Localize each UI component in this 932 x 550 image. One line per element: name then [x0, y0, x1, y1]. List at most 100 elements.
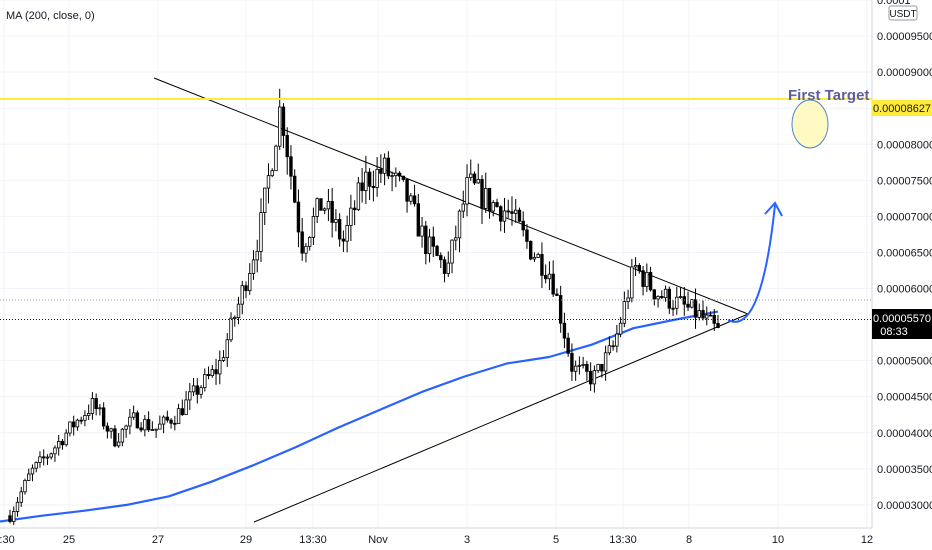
price-scale[interactable] — [872, 0, 932, 528]
candle-body — [528, 240, 533, 260]
candle-body — [693, 299, 698, 318]
candle-body — [472, 173, 477, 184]
candle-body — [311, 216, 316, 238]
y-tick-label: 0.00006000 — [877, 284, 932, 296]
candle-body — [600, 363, 604, 372]
candle-body — [135, 412, 140, 429]
candle-body — [469, 173, 473, 178]
candle-body — [38, 456, 42, 463]
candle-body — [566, 337, 570, 354]
candle-body — [214, 369, 218, 375]
candle-body — [367, 171, 372, 187]
candle-body — [180, 408, 185, 416]
candle-body — [476, 179, 480, 184]
currency-label: USDT — [889, 9, 916, 20]
candle-body — [690, 299, 694, 308]
candle-body — [409, 195, 413, 202]
candle-body — [457, 210, 462, 239]
currency-badge[interactable] — [888, 5, 918, 21]
candle-body — [656, 296, 660, 300]
candle-body — [19, 491, 23, 503]
candle-body — [439, 255, 443, 261]
candle-body — [686, 303, 690, 308]
candle-body — [465, 177, 469, 205]
overlays: First Target — [0, 87, 872, 323]
candle-body — [53, 447, 57, 455]
candle-body — [660, 296, 664, 299]
candle-body — [169, 419, 173, 424]
candle-body — [60, 440, 65, 446]
y-tick-label: 0.00007500 — [877, 175, 932, 187]
y-tick-label: 0.00009500 — [877, 31, 932, 43]
candle-body — [446, 262, 450, 274]
candles — [8, 88, 720, 526]
candle-body — [360, 182, 364, 191]
candle-body — [113, 428, 117, 447]
y-tick-label: 0.00005000 — [877, 356, 932, 368]
candle-body — [442, 259, 447, 274]
candle-body — [86, 413, 91, 416]
candle-body — [94, 398, 98, 410]
arrow-head — [764, 201, 783, 217]
x-tick-label: Nov — [368, 534, 388, 546]
y-tick-label: 0.00009000 — [877, 67, 932, 79]
candle-body — [71, 421, 76, 428]
candle-body — [356, 182, 361, 211]
candle-body — [499, 206, 503, 222]
candle-body — [461, 203, 465, 212]
candle-body — [618, 322, 623, 335]
candle-body — [139, 427, 143, 431]
x-tick-label: 8 — [686, 534, 692, 546]
projection-arrow — [727, 204, 776, 323]
x-tick-label: 5 — [553, 534, 559, 546]
candle-body — [371, 185, 376, 188]
candle-body — [716, 322, 720, 329]
candle-body — [701, 310, 705, 319]
candle-body — [296, 201, 301, 233]
candle-body — [218, 360, 222, 375]
candle-body — [375, 168, 379, 188]
candle-body — [278, 106, 282, 147]
candle-body — [116, 441, 121, 447]
candle-body — [49, 453, 53, 458]
candle-body — [581, 363, 585, 366]
candle-body — [487, 187, 492, 212]
x-tick-label: 27 — [152, 534, 164, 546]
current-price-tag — [872, 309, 932, 339]
candle-body — [255, 251, 259, 261]
y-tick-label: 0.00003000 — [877, 500, 932, 512]
time-scale[interactable] — [0, 528, 932, 550]
candle-body — [394, 172, 398, 177]
candle-body — [240, 285, 244, 305]
candle-body — [521, 220, 525, 231]
current-price-label: 0.00005570 — [873, 313, 931, 325]
candle-body — [98, 407, 102, 410]
candle-body — [191, 385, 196, 393]
candle-body — [577, 364, 582, 367]
candle-body — [412, 195, 417, 205]
candle-body — [128, 416, 132, 427]
candle-body — [514, 209, 518, 214]
candle-body — [45, 456, 50, 459]
candle-body — [90, 398, 95, 414]
candle-body — [543, 275, 548, 280]
candle-body — [558, 295, 563, 324]
target-price-label: 0.00008627 — [873, 103, 931, 115]
candle-body — [15, 501, 20, 512]
x-tick-label: 10 — [772, 534, 784, 546]
candle-body — [221, 357, 226, 361]
candle-body — [592, 370, 597, 385]
candle-body — [431, 236, 436, 247]
y-tick-label: 0.00004500 — [877, 392, 932, 404]
candle-body — [270, 170, 274, 177]
candle-body — [266, 175, 271, 189]
indicator-label: MA (200, close, 0) — [6, 10, 95, 22]
candle-body — [64, 432, 68, 446]
candle-body — [611, 345, 615, 348]
candle-body — [401, 175, 406, 180]
x-tick-label: 13:30 — [299, 534, 327, 546]
candle-body — [184, 399, 188, 416]
candle-body — [536, 254, 540, 258]
